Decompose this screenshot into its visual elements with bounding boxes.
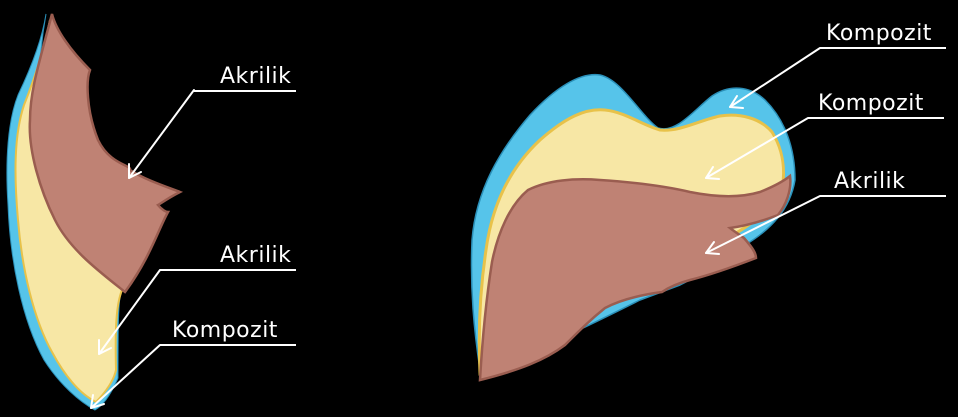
label-left-composite: Kompozit bbox=[172, 318, 278, 343]
label-left-acrylic-middle: Akrilik bbox=[220, 243, 292, 268]
label-right-composite-top: Kompozit bbox=[826, 21, 932, 46]
arrowhead-left-bottom bbox=[90, 394, 105, 409]
leader-right-middle bbox=[705, 117, 809, 179]
arrowhead-left-top bbox=[128, 163, 142, 179]
leader-right-bottom bbox=[705, 195, 821, 254]
leader-left-bottom bbox=[90, 344, 161, 409]
label-right-composite-middle: Kompozit bbox=[818, 91, 924, 116]
arrowhead-right-bottom bbox=[705, 241, 720, 255]
leader-lines bbox=[90, 47, 821, 409]
underline-left-top bbox=[194, 90, 296, 92]
underline-right-bottom bbox=[820, 195, 946, 197]
right-acrylic-layer bbox=[478, 173, 792, 382]
arrowhead-right-middle bbox=[705, 166, 720, 180]
underline-right-middle bbox=[808, 117, 944, 119]
label-left-acrylic-top: Akrilik bbox=[220, 64, 292, 89]
left-acrylic-layer bbox=[28, 13, 184, 294]
leader-left-middle bbox=[98, 269, 161, 355]
underline-left-bottom bbox=[160, 344, 296, 346]
left-tooth bbox=[6, 13, 184, 411]
leader-left-top bbox=[128, 89, 195, 179]
underline-right-top bbox=[820, 47, 946, 49]
arrowhead-left-middle bbox=[98, 339, 112, 355]
label-right-acrylic: Akrilik bbox=[834, 169, 906, 194]
underline-left-middle bbox=[160, 269, 296, 271]
leader-right-top bbox=[729, 47, 821, 108]
arrowhead-right-top bbox=[729, 95, 744, 109]
